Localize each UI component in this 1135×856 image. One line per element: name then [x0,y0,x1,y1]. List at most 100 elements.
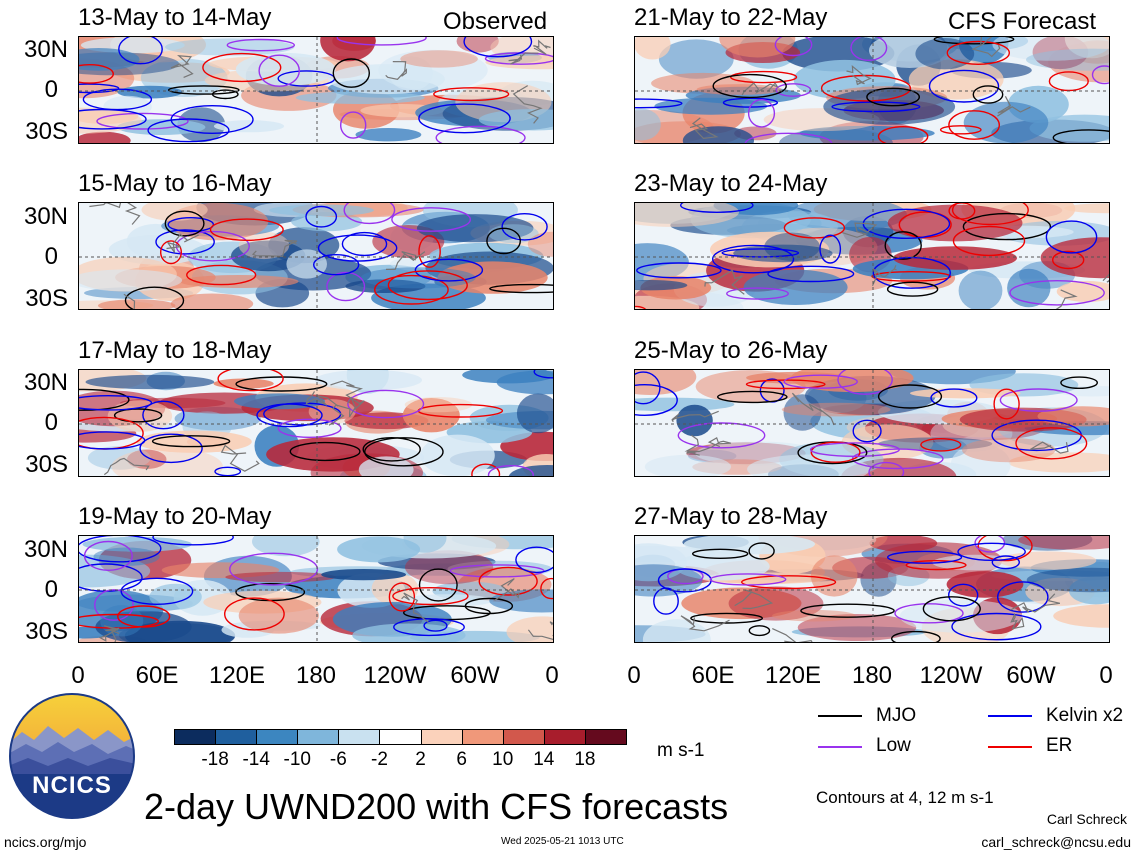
wind-anomaly-blob [437,261,548,294]
wind-anomaly-blob [1026,567,1109,593]
contour-line [391,207,471,232]
wind-anomaly-blob [506,616,553,642]
contour-line [1052,129,1109,143]
colorbar-swatch [338,729,381,745]
wind-anomaly-blob [1026,48,1109,71]
wind-anomaly-blob [213,378,274,389]
contour-line [930,388,978,408]
contour-line [202,52,282,83]
contour-line [775,83,812,97]
contour-line [635,98,683,109]
colorbar-swatch [174,729,217,745]
contour-line [392,586,469,606]
contour-line [229,552,319,586]
wind-anomaly-blob [950,444,1011,476]
contour-line [933,37,1015,45]
contour-line [167,217,215,233]
map-field [635,203,1109,309]
contour-line [726,287,789,300]
wind-anomaly-blob [797,614,917,641]
contour-line [690,612,763,624]
wind-anomaly-blob [286,249,327,279]
contour-line [783,217,846,239]
contour-line [920,438,962,452]
colorbar-tick-label: 14 [533,749,555,770]
wind-anomaly-blob [485,55,553,70]
colorbar-tick-label: -18 [201,749,229,770]
contour-line [721,248,800,258]
contour-line [418,568,458,602]
contour-line [744,132,833,143]
coastline [533,39,551,56]
lat-label-30s: 30S [25,285,68,312]
wind-anomaly-blob [635,397,735,412]
contour-line [748,542,775,560]
wind-anomaly-blob [635,203,739,227]
wind-anomaly-blob [87,446,151,470]
contour-line [326,271,366,302]
wind-anomaly-blob [893,246,1017,270]
coastline [772,628,813,642]
colorbar-tick-label: -2 [371,749,388,770]
contour-line [471,463,501,476]
contour-line [433,87,510,102]
contour-line [418,235,441,268]
contour-line [217,370,284,392]
wind-anomaly-blob [238,231,290,260]
contour-line [1052,250,1085,270]
wind-anomaly-blob [100,605,144,637]
wind-anomaly-blob [1007,268,1051,308]
colorbar-tick-label: 18 [574,749,596,770]
contour-line [928,69,1000,103]
contour-line [152,536,234,546]
wind-anomaly-blob [682,126,754,143]
wind-anomaly-blob [345,279,426,293]
contour-line [868,461,905,476]
colorbar-swatch [215,729,258,745]
contour-line [362,437,421,462]
lat-label-30n: 30N [23,369,68,396]
contour-line [332,58,370,88]
wind-anomaly-blob [764,232,820,261]
wind-anomaly-blob [878,437,993,451]
lon-label: 60E [135,662,179,689]
contour-line [317,234,398,262]
map-field [79,370,553,476]
lat-label-30n: 30N [23,536,68,563]
wind-anomaly-blob [516,393,553,434]
panel-4-title: 19-May to 20-May [78,503,272,530]
legend-mjo-label: MJO [876,705,917,726]
lon-label: 60W [1006,662,1056,689]
contour-line [341,231,388,257]
wind-anomaly-blob [958,270,1003,309]
contour-line [83,540,133,571]
contour-line [635,371,661,405]
contour-line [730,70,798,84]
contour-line [226,38,296,52]
colorbar-swatch [543,729,586,745]
contour-line [709,573,787,586]
map-field [635,370,1109,476]
lat-label-eq: 0 [44,243,58,270]
contour-line [486,227,521,255]
lat-label-30s: 30S [25,118,68,145]
wind-anomaly-blob [799,125,935,141]
contour-line [478,566,538,596]
contour-line [387,270,468,301]
wind-anomaly-blob [908,59,1004,100]
contour-line [809,442,900,458]
contour-line [767,265,855,283]
contour-line [313,254,360,276]
contour-line [96,112,189,130]
wind-anomaly-blob [747,454,871,476]
site-link[interactable]: ncics.org/mjo [4,834,87,850]
wind-anomaly-blob [98,299,176,309]
lon-label: 0 [627,662,641,689]
panel-8-title: 27-May to 28-May [634,503,828,530]
contour-line [712,73,787,99]
lat-label-eq: 0 [44,576,58,603]
coastline [734,589,774,610]
contour-line [435,125,526,143]
contour-line [211,89,239,100]
panel-6-title: 23-May to 24-May [634,170,828,197]
